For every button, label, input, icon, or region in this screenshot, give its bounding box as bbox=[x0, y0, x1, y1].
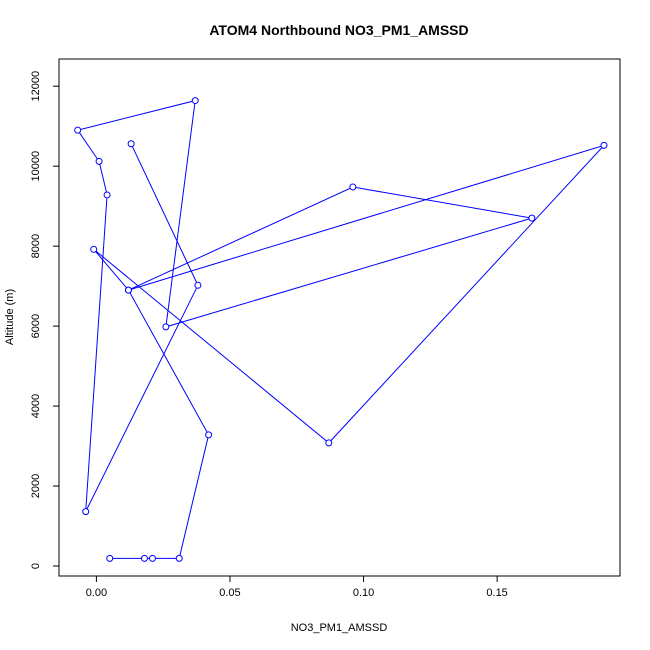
data-point bbox=[82, 508, 90, 516]
x-tick-label: 0.15 bbox=[486, 587, 507, 599]
data-point bbox=[74, 126, 82, 134]
y-tick-label: 2000 bbox=[30, 474, 42, 498]
data-point bbox=[140, 554, 148, 562]
x-axis-label: NO3_PM1_AMSSD bbox=[291, 622, 388, 634]
y-tick-label: 0 bbox=[30, 563, 42, 569]
data-point bbox=[127, 140, 135, 148]
data-point bbox=[205, 431, 213, 439]
y-tick-label: 12000 bbox=[30, 71, 42, 102]
series-line bbox=[76, 99, 606, 559]
data-point bbox=[124, 286, 132, 294]
data-point bbox=[106, 554, 114, 562]
y-axis-label: Altitude (m) bbox=[4, 289, 16, 345]
data-point bbox=[600, 141, 608, 149]
data-point bbox=[162, 323, 170, 331]
y-tick-label: 8000 bbox=[30, 234, 42, 258]
plot-frame bbox=[58, 58, 621, 577]
data-point bbox=[149, 554, 156, 562]
x-axis: 0.00 0.05 0.10 0.15 bbox=[86, 576, 508, 599]
chart-title: ATOM4 Northbound NO3_PM1_AMSSD bbox=[209, 22, 468, 38]
data-point bbox=[103, 191, 111, 199]
data-point bbox=[528, 214, 536, 222]
x-tick-label: 0.00 bbox=[86, 587, 107, 599]
x-tick-label: 0.10 bbox=[353, 587, 374, 599]
data-point bbox=[95, 157, 103, 165]
y-tick-label: 4000 bbox=[30, 394, 42, 418]
y-axis: 0 2000 4000 6000 8000 10000 12000 bbox=[30, 71, 59, 569]
y-tick-label: 6000 bbox=[30, 314, 42, 338]
data-point bbox=[191, 97, 199, 105]
data-point bbox=[90, 245, 98, 253]
data-point bbox=[194, 281, 202, 289]
data-point bbox=[175, 554, 183, 562]
data-point bbox=[325, 439, 333, 447]
x-tick-label: 0.05 bbox=[219, 587, 240, 599]
data-point bbox=[349, 183, 357, 191]
plot-area bbox=[74, 97, 608, 562]
y-tick-label: 10000 bbox=[30, 151, 42, 182]
